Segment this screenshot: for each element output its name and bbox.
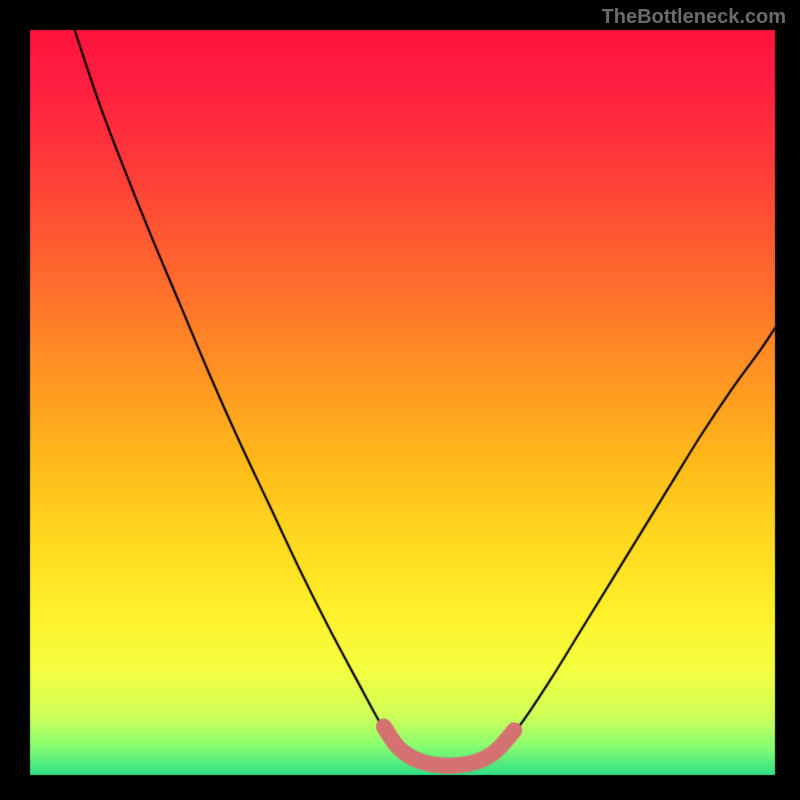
bottleneck-curve <box>0 0 800 800</box>
chart-stage: TheBottleneck.com <box>0 0 800 800</box>
